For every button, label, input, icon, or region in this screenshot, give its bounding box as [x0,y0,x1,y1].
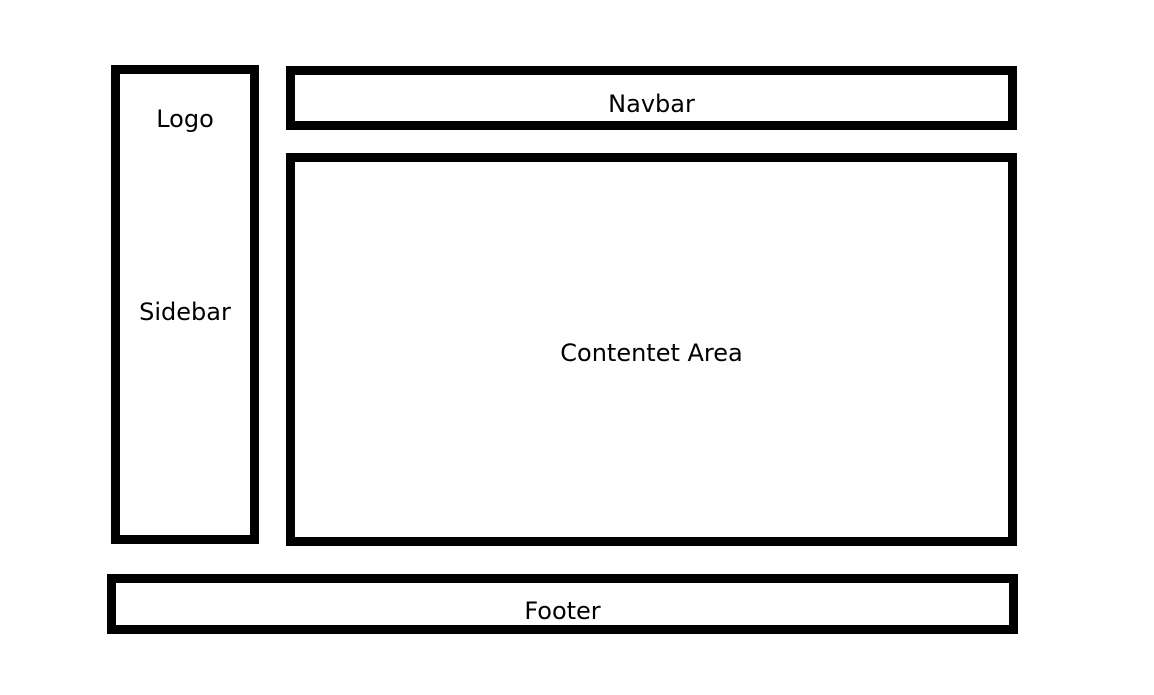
content-area-label: Contentet Area [560,339,743,367]
logo-label: Logo [156,105,214,133]
sidebar-label: Sidebar [139,298,231,326]
content-area-box: Contentet Area [286,153,1017,546]
sidebar-box: Logo Sidebar [111,65,259,544]
navbar-label: Navbar [608,90,695,118]
footer-label: Footer [524,597,601,625]
footer-box: Footer [107,574,1018,634]
navbar-box: Navbar [286,66,1017,130]
